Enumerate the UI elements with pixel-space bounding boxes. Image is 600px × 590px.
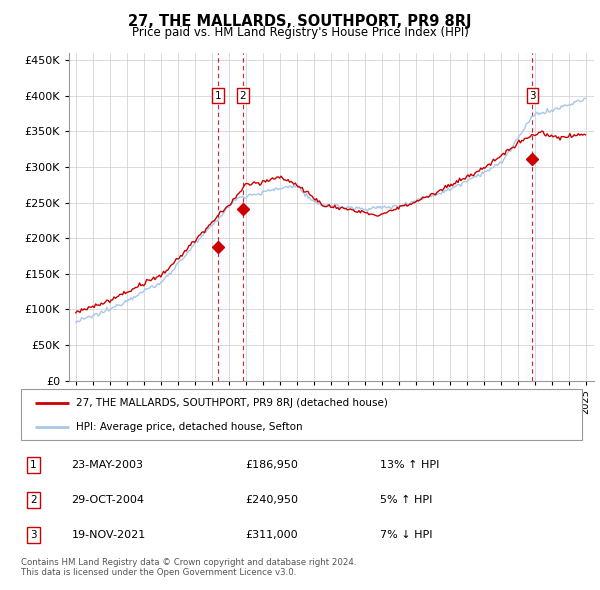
Text: £186,950: £186,950 xyxy=(245,460,298,470)
Text: 7% ↓ HPI: 7% ↓ HPI xyxy=(380,530,433,540)
Text: 3: 3 xyxy=(30,530,37,540)
Text: Contains HM Land Registry data © Crown copyright and database right 2024.
This d: Contains HM Land Registry data © Crown c… xyxy=(21,558,356,577)
Text: HPI: Average price, detached house, Sefton: HPI: Average price, detached house, Seft… xyxy=(76,422,302,432)
Text: 27, THE MALLARDS, SOUTHPORT, PR9 8RJ (detached house): 27, THE MALLARDS, SOUTHPORT, PR9 8RJ (de… xyxy=(76,398,388,408)
Text: 3: 3 xyxy=(529,91,536,101)
Bar xyxy=(217,53,230,381)
Text: Price paid vs. HM Land Registry's House Price Index (HPI): Price paid vs. HM Land Registry's House … xyxy=(131,26,469,39)
Text: £311,000: £311,000 xyxy=(245,530,298,540)
Text: 19-NOV-2021: 19-NOV-2021 xyxy=(71,530,146,540)
Text: 13% ↑ HPI: 13% ↑ HPI xyxy=(380,460,439,470)
Bar xyxy=(526,53,543,381)
Text: 2: 2 xyxy=(30,495,37,505)
Text: 1: 1 xyxy=(215,91,221,101)
Text: 2: 2 xyxy=(239,91,246,101)
Text: 1: 1 xyxy=(30,460,37,470)
Text: 27, THE MALLARDS, SOUTHPORT, PR9 8RJ: 27, THE MALLARDS, SOUTHPORT, PR9 8RJ xyxy=(128,14,472,28)
Text: £240,950: £240,950 xyxy=(245,495,298,505)
Text: 5% ↑ HPI: 5% ↑ HPI xyxy=(380,495,433,505)
Text: 29-OCT-2004: 29-OCT-2004 xyxy=(71,495,145,505)
Text: 23-MAY-2003: 23-MAY-2003 xyxy=(71,460,143,470)
